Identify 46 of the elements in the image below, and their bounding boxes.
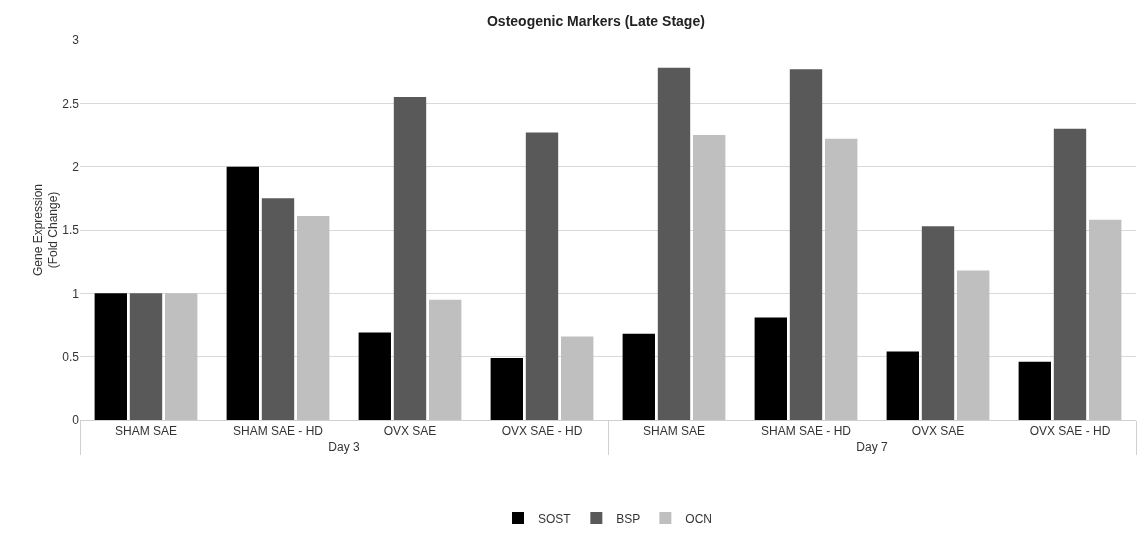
bar bbox=[393, 97, 427, 420]
x-tick-label: SHAM SAE - HD bbox=[760, 424, 852, 439]
bar bbox=[490, 357, 523, 420]
bar bbox=[129, 293, 163, 420]
bar bbox=[1018, 361, 1051, 420]
bar bbox=[1053, 128, 1087, 420]
legend-label: BSP bbox=[616, 511, 641, 526]
y-axis-title: Gene Expression (Fold Change) bbox=[30, 183, 61, 277]
x-tick-label: SHAM SAE bbox=[642, 424, 706, 439]
bar bbox=[754, 317, 787, 420]
y-tick-label: 3 bbox=[72, 33, 80, 48]
y-tick-label: 0 bbox=[72, 413, 80, 428]
bar bbox=[429, 299, 462, 420]
bar bbox=[921, 226, 955, 420]
y-tick-label: 2.5 bbox=[62, 96, 80, 111]
legend-label: OCN bbox=[685, 511, 713, 526]
bar bbox=[957, 270, 990, 420]
bar bbox=[297, 216, 330, 420]
bar bbox=[825, 138, 858, 420]
y-tick-label: 2 bbox=[72, 159, 80, 174]
bar bbox=[94, 293, 127, 420]
bar bbox=[525, 132, 559, 420]
bar bbox=[358, 332, 391, 420]
bar bbox=[226, 166, 259, 420]
x-tick-label: SHAM SAE - HD bbox=[232, 424, 324, 439]
legend-label: SOST bbox=[538, 511, 572, 526]
y-tick-label: 1.5 bbox=[62, 223, 80, 238]
bar bbox=[561, 336, 594, 420]
text: Day 7 bbox=[856, 440, 888, 455]
x-tick-label: SHAM SAE bbox=[114, 424, 178, 439]
bar bbox=[165, 293, 198, 420]
bar bbox=[789, 69, 823, 420]
x-tick-label: OVX SAE - HD bbox=[1029, 424, 1111, 439]
bar bbox=[657, 67, 691, 420]
x-tick-label: OVX SAE bbox=[383, 424, 437, 439]
chart-title: Osteogenic Markers (Late Stage) bbox=[486, 13, 705, 30]
text: Day 3 bbox=[328, 440, 360, 455]
x-tick-label: OVX SAE - HD bbox=[501, 424, 583, 439]
bar bbox=[622, 333, 655, 420]
x-tick-label: OVX SAE bbox=[911, 424, 965, 439]
y-tick-label: 0.5 bbox=[62, 349, 80, 364]
bar bbox=[1089, 219, 1122, 420]
bar bbox=[261, 198, 295, 420]
bar bbox=[886, 351, 919, 420]
y-tick-label: 1 bbox=[72, 286, 80, 301]
bar bbox=[693, 135, 726, 420]
